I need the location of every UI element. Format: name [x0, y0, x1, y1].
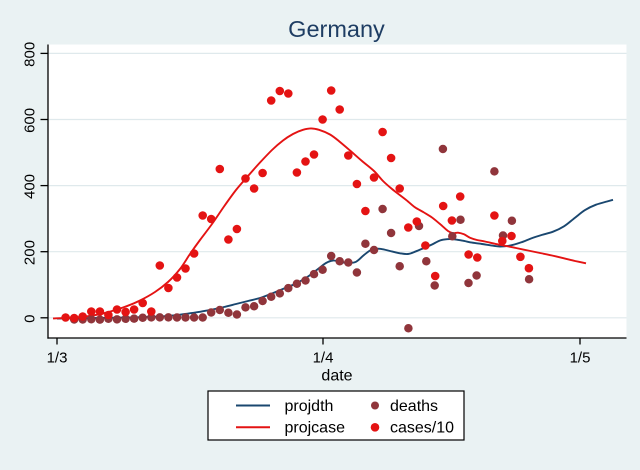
svg-text:projcase: projcase	[285, 420, 346, 437]
svg-text:Germany: Germany	[288, 16, 385, 42]
svg-text:projdth: projdth	[285, 398, 334, 415]
svg-text:date: date	[321, 368, 352, 385]
svg-text:1/3: 1/3	[47, 350, 68, 367]
svg-text:cases/10: cases/10	[390, 420, 454, 437]
svg-text:1/4: 1/4	[313, 350, 334, 367]
svg-text:600: 600	[21, 108, 38, 133]
svg-text:800: 800	[21, 42, 38, 67]
svg-text:400: 400	[21, 174, 38, 199]
svg-text:1/5: 1/5	[570, 350, 591, 367]
svg-text:deaths: deaths	[390, 398, 438, 415]
svg-text:200: 200	[21, 240, 38, 265]
svg-text:0: 0	[21, 315, 38, 323]
